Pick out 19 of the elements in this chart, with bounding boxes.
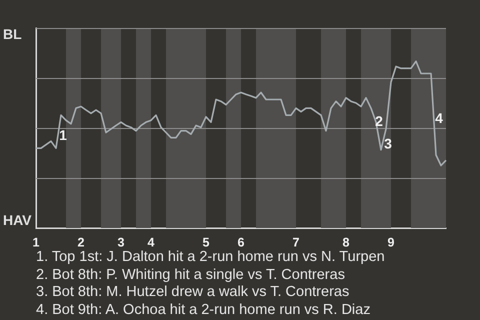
text: 3. Bot 8th: M. Hutzel drew a walk vs T. Contreras bbox=[36, 284, 350, 302]
x-tick-label: 4 bbox=[148, 235, 155, 250]
x-tick-label: 3 bbox=[118, 235, 125, 250]
x-tick-label: 6 bbox=[238, 235, 245, 250]
text: BL bbox=[3, 26, 22, 42]
annotation: 2 bbox=[375, 113, 384, 130]
x-tick-label: 2 bbox=[78, 235, 85, 250]
x-tick-label: 5 bbox=[202, 235, 210, 250]
text: HAV bbox=[3, 212, 32, 228]
x-tick-label: 8 bbox=[342, 235, 350, 250]
x-tick-label: 1 bbox=[32, 235, 40, 250]
text: 4. Bot 9th: A. Ochoa hit a 2-run home run vs R. Diaz bbox=[36, 302, 372, 319]
x-tick-label: 7 bbox=[292, 235, 300, 250]
text: 2. Bot 8th: P. Whiting hit a single vs T. Contreras bbox=[36, 266, 346, 284]
annotation: 3 bbox=[384, 136, 392, 152]
annotation: 4 bbox=[435, 110, 444, 126]
text: 1. Top 1st: J. Dalton hit a 2-run home run vs N. Turpen bbox=[36, 249, 385, 266]
annotation: 1 bbox=[59, 126, 68, 143]
x-tick-label: 9 bbox=[388, 235, 395, 250]
